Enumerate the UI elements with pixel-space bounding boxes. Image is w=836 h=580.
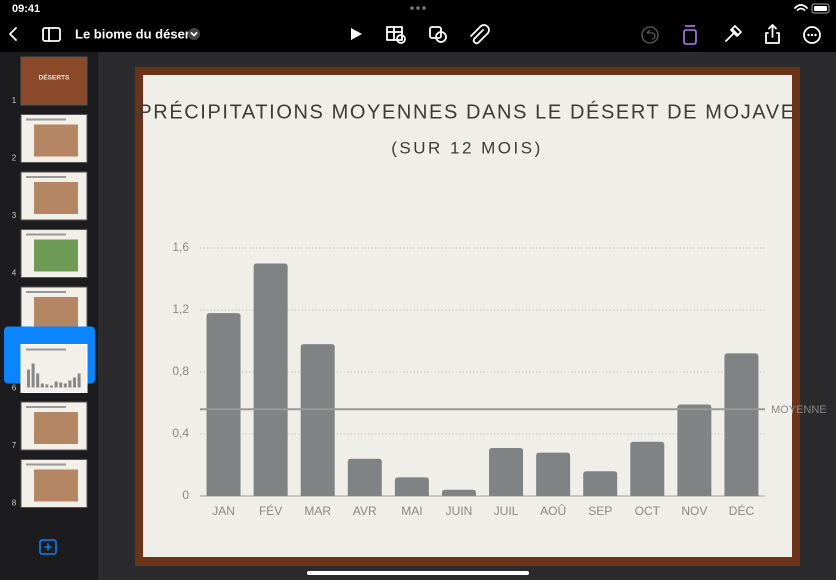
bar: [441, 489, 476, 496]
stack-button[interactable]: [683, 25, 697, 45]
x-tick-label: AVR: [353, 504, 377, 518]
slide-thumbnail[interactable]: [20, 344, 88, 393]
slide-thumbnail[interactable]: [20, 56, 88, 106]
bar: [253, 263, 288, 496]
thumbnail-bar: [40, 383, 44, 388]
slide-number: 1: [12, 96, 17, 105]
sidebar-toggle[interactable]: [42, 27, 61, 42]
thumbnail-bar: [59, 382, 63, 388]
add-slide-button[interactable]: [39, 539, 57, 555]
thumbnail-bar: [36, 373, 40, 388]
undo-button[interactable]: [641, 26, 659, 44]
share-button[interactable]: [765, 24, 780, 44]
slide-number: 2: [12, 154, 17, 163]
thumbnail-bar: [77, 373, 81, 388]
chart-title: PRÉCIPITATIONS MOYENNES DANS LE DÉSERT D…: [138, 100, 795, 123]
thumbnail-image: [34, 297, 78, 329]
chart: 0 0,4 0,8 1,2 1,6 JAN FÉV MAR AVR MAI JUIN JUIL AOÛ S…: [172, 240, 826, 518]
thumbnail-heading: [26, 348, 66, 351]
thumbnail-image: [34, 469, 78, 502]
x-tick-label: JAN: [212, 504, 235, 518]
y-tick-label: 1,2: [172, 302, 189, 316]
average-label: MOYENNE: [771, 404, 827, 416]
more-button[interactable]: [803, 26, 821, 44]
x-tick-label: JUIL: [494, 504, 519, 518]
thumbnail-bar: [45, 384, 49, 388]
document-title[interactable]: Le biome du désert: [75, 26, 195, 41]
media-button[interactable]: [470, 24, 490, 45]
shape-button[interactable]: [429, 26, 447, 43]
back-button[interactable]: [9, 27, 17, 41]
x-tick-label: OCT: [635, 504, 661, 518]
home-indicator: [307, 571, 529, 575]
x-tick-label: FÉV: [259, 503, 282, 518]
x-tick-label: MAI: [401, 504, 422, 518]
bar: [677, 404, 712, 496]
thumbnail-heading: [26, 406, 66, 408]
thumbnail-image: [34, 182, 78, 214]
x-tick-label: NOV: [681, 504, 707, 518]
thumbnail-heading: [26, 176, 66, 178]
chart-subtitle: (SUR 12 MOIS): [391, 138, 543, 157]
y-tick-label: 0,4: [172, 426, 189, 440]
y-tick-label: 0: [182, 488, 189, 502]
multitask-dots[interactable]: [410, 6, 426, 10]
bar: [630, 441, 665, 496]
thumbnail-heading: [26, 463, 66, 466]
slide-number: 7: [12, 441, 17, 450]
slide-number: 4: [12, 269, 17, 278]
slide-number: 3: [12, 211, 17, 220]
bar: [206, 313, 241, 496]
thumbnail-image: [34, 239, 78, 272]
x-tick-label: JUIN: [446, 504, 473, 518]
x-tick-label: MAR: [304, 504, 331, 518]
status-time: 09:41: [12, 3, 40, 15]
thumbnail-bar: [31, 363, 35, 388]
slide-number: 6: [12, 384, 17, 393]
title-menu[interactable]: [188, 28, 200, 40]
slide-thumbnails: DÉSERTS12345678: [4, 56, 95, 508]
bar: [394, 477, 429, 496]
thumbnail-image: [34, 124, 78, 157]
bar: [583, 471, 618, 496]
format-button[interactable]: [725, 25, 742, 42]
x-tick-label: SEP: [588, 504, 612, 518]
y-tick-label: 0,8: [172, 364, 189, 378]
thumbnail-bar: [54, 381, 58, 388]
thumbnail-bar: [73, 377, 76, 388]
table-button[interactable]: [386, 26, 406, 44]
status-icons: [794, 3, 830, 14]
thumbnail-bar: [27, 369, 30, 388]
thumbnail-bar: [50, 385, 53, 388]
bar: [347, 458, 382, 496]
bar: [724, 353, 759, 496]
play-button[interactable]: [351, 28, 362, 40]
thumbnail-bar: [63, 383, 67, 388]
x-tick-label: DÉC: [729, 503, 755, 518]
thumbnail-heading: [26, 233, 66, 236]
bar: [489, 447, 524, 496]
bar: [300, 344, 335, 496]
thumbnail-bar: [68, 380, 72, 388]
x-tick-label: AOÛ: [540, 503, 566, 518]
bar: [536, 452, 571, 496]
thumbnail-heading: [26, 118, 66, 121]
thumbnail-image: [34, 412, 78, 444]
y-tick-label: 1,6: [172, 240, 189, 254]
thumbnail-heading: [26, 291, 66, 293]
thumbnail-title: DÉSERTS: [39, 73, 70, 82]
slide-number: 8: [12, 499, 17, 508]
